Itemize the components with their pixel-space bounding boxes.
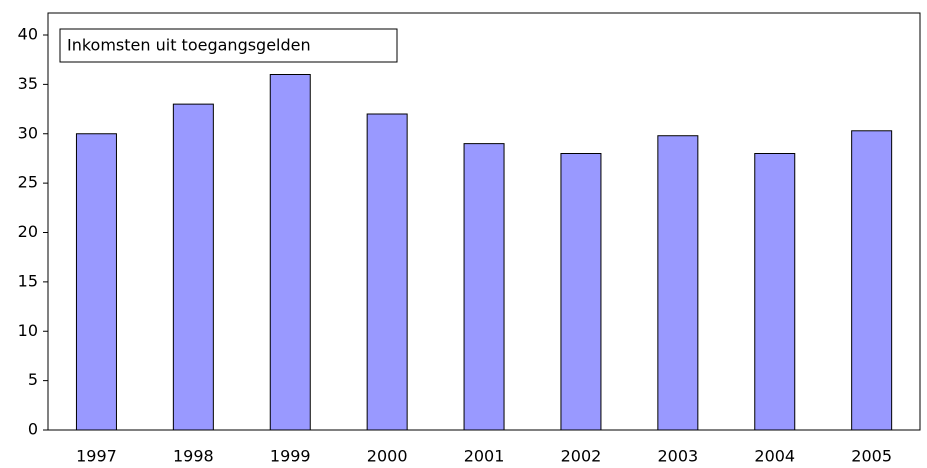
x-tick-label: 2002 bbox=[561, 447, 602, 466]
chart-title: Inkomsten uit toegangsgelden bbox=[67, 36, 311, 55]
x-tick-label: 2005 bbox=[851, 447, 892, 466]
y-tick-label: 5 bbox=[28, 370, 38, 389]
bar bbox=[366, 113, 408, 431]
bar bbox=[269, 74, 311, 431]
bar bbox=[851, 130, 893, 431]
x-tick-label: 2000 bbox=[367, 447, 408, 466]
y-tick-label: 30 bbox=[18, 123, 38, 142]
x-tick-label: 1997 bbox=[76, 447, 117, 466]
bar bbox=[560, 153, 602, 431]
bar bbox=[172, 103, 214, 431]
y-tick-label: 0 bbox=[28, 420, 38, 439]
y-tick-label: 25 bbox=[18, 173, 38, 192]
y-tick-label: 40 bbox=[18, 25, 38, 44]
bar bbox=[754, 153, 796, 431]
x-tick-label: 2001 bbox=[464, 447, 505, 466]
bar bbox=[463, 143, 505, 431]
x-tick-label: 2003 bbox=[657, 447, 698, 466]
title-box bbox=[59, 28, 398, 63]
x-tick-label: 1999 bbox=[270, 447, 311, 466]
x-tick-label: 1998 bbox=[173, 447, 214, 466]
y-tick-label: 20 bbox=[18, 222, 38, 241]
bar bbox=[75, 133, 117, 431]
x-tick-label: 2004 bbox=[754, 447, 795, 466]
y-tick-label: 10 bbox=[18, 321, 38, 340]
y-tick-label: 15 bbox=[18, 271, 38, 290]
bar bbox=[657, 135, 699, 431]
y-tick-label: 35 bbox=[18, 74, 38, 93]
